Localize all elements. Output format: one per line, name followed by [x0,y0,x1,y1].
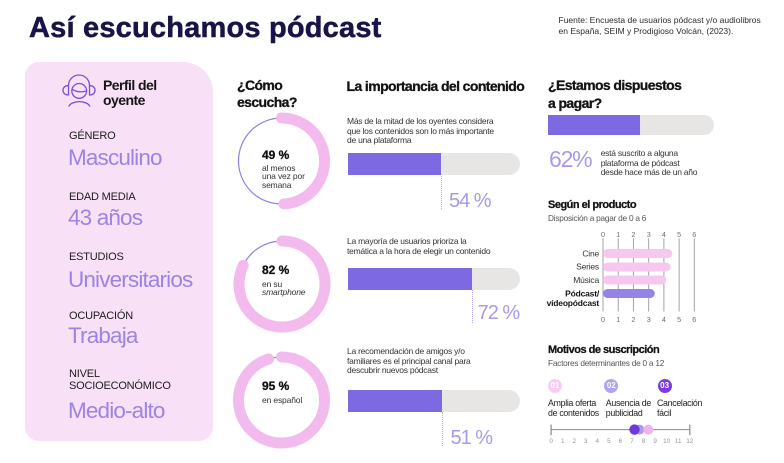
svg-text:5: 5 [677,315,681,324]
svg-text:3: 3 [647,230,651,239]
svg-text:0: 0 [601,315,605,324]
svg-text:2: 2 [572,438,576,445]
svg-text:6: 6 [619,438,623,445]
svg-text:4: 4 [596,438,600,445]
svg-text:5: 5 [607,438,611,445]
svg-text:2: 2 [631,315,635,324]
svg-text:4: 4 [662,230,666,239]
svg-text:9: 9 [653,438,657,445]
svg-text:Series: Series [576,262,599,272]
svg-text:2: 2 [631,230,635,239]
svg-text:7: 7 [630,438,634,445]
svg-text:5: 5 [677,230,681,239]
svg-text:Pódcast/: Pódcast/ [565,289,600,299]
svg-text:0: 0 [549,438,553,445]
svg-text:vídeopódcast: vídeopódcast [547,298,600,308]
svg-text:12: 12 [686,438,694,445]
svg-text:6: 6 [692,230,696,239]
svg-text:4: 4 [662,315,666,324]
svg-text:3: 3 [584,438,588,445]
svg-text:11: 11 [675,438,682,445]
svg-text:Música: Música [573,275,599,285]
svg-text:6: 6 [692,315,696,324]
svg-text:3: 3 [647,315,651,324]
svg-text:1: 1 [616,315,620,324]
svg-text:Cine: Cine [582,249,599,259]
svg-text:1: 1 [561,438,565,445]
svg-text:1: 1 [616,230,620,239]
svg-text:0: 0 [601,230,605,239]
svg-text:10: 10 [663,438,671,445]
svg-text:8: 8 [642,438,646,445]
